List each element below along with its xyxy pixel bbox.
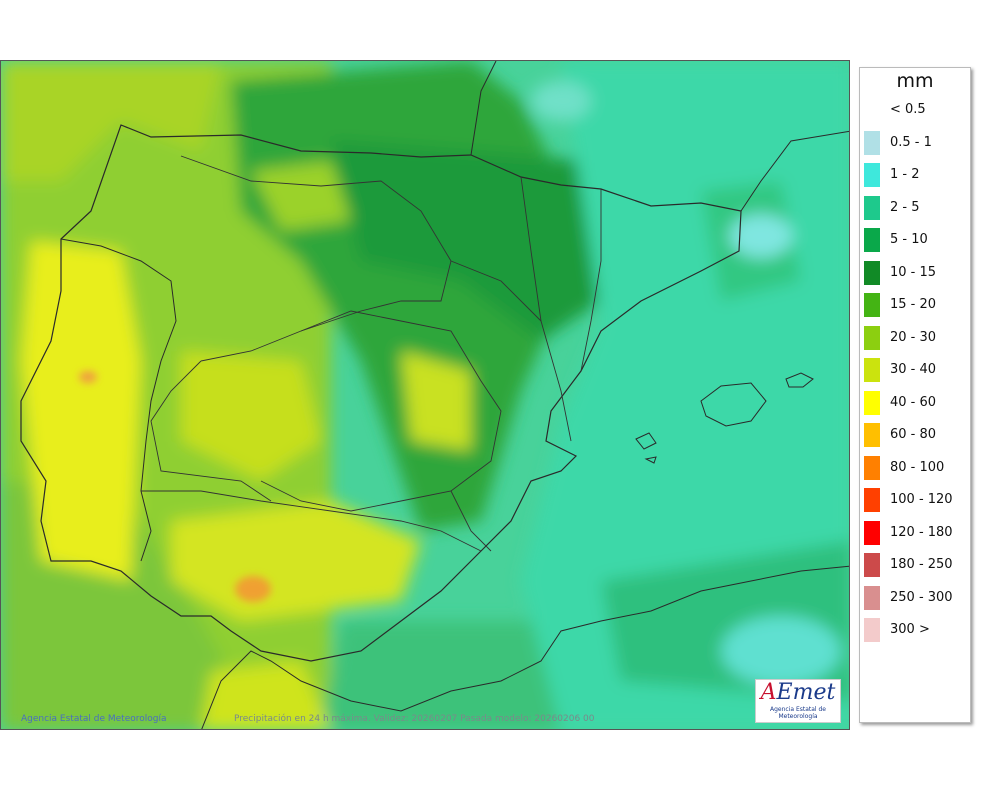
legend-label: 40 - 60: [890, 394, 937, 410]
france-border: [470, 61, 497, 156]
legend-label: 15 - 20: [890, 297, 937, 312]
legend-label: 80 - 100: [890, 459, 945, 475]
legend-label: < 0.5: [890, 102, 926, 117]
menorca: [785, 372, 814, 388]
legend-label: 20 - 30: [890, 329, 937, 345]
legend-item: 40 - 60: [864, 390, 968, 415]
precipitation-map: Agencia Estatal de Meteorología Precipit…: [0, 60, 850, 730]
aemet-logo-mark: AEmet: [760, 680, 836, 705]
precip-field: [1, 61, 849, 729]
legend-swatch: [864, 163, 880, 187]
legend-label: 0.5 - 1: [890, 134, 932, 150]
legend-swatch: [864, 260, 880, 285]
map-caption: Precipitación en 24 h máxima. Validez: 2…: [234, 714, 595, 724]
legend-swatch: [864, 98, 880, 122]
legend-item: 120 - 180: [864, 520, 968, 545]
legend-swatch: [864, 455, 880, 480]
legend-swatch: [864, 618, 880, 642]
legend-swatch: [864, 520, 880, 545]
legend-label: 250 - 300: [890, 589, 953, 605]
ibiza: [635, 432, 657, 450]
legend-label: 1 - 2: [890, 167, 920, 182]
portugal-border: [60, 238, 177, 562]
legend-swatch: [864, 585, 880, 610]
legend-item: 180 - 250: [864, 553, 968, 577]
legend-panel: mm < 0.5 0.5 - 1 1 - 2 2 - 5 5 - 10 10 - 15 15…: [859, 67, 971, 723]
formentera: [644, 456, 657, 464]
legend-label: 30 - 40: [890, 362, 937, 377]
legend-swatch: [864, 293, 880, 317]
legend-item: 10 - 15: [864, 260, 968, 285]
legend-swatch: [864, 325, 880, 350]
legend-swatch: [864, 195, 880, 220]
legend-item: 100 - 120: [864, 488, 968, 512]
legend-swatch: [864, 423, 880, 447]
mallorca: [700, 382, 767, 427]
legend-item: 80 - 100: [864, 455, 968, 480]
iberia-coastline: [20, 124, 742, 662]
legend-label: 2 - 5: [890, 199, 920, 215]
region-borders: [141, 155, 602, 552]
legend-item: 20 - 30: [864, 325, 968, 350]
legend-label: 300 >: [890, 622, 930, 637]
legend-swatch: [864, 553, 880, 577]
legend-item: 5 - 10: [864, 228, 968, 252]
intense-spots: [79, 371, 271, 602]
legend-swatch: [864, 130, 880, 155]
agency-credit: Agencia Estatal de Meteorología: [21, 714, 167, 724]
legend-item: 300 >: [864, 618, 968, 642]
legend-item: < 0.5: [864, 98, 968, 122]
legend-label: 180 - 250: [890, 557, 953, 572]
legend-item: 30 - 40: [864, 358, 968, 382]
legend-item: 15 - 20: [864, 293, 968, 317]
legend-label: 10 - 15: [890, 264, 937, 280]
legend-label: 100 - 120: [890, 492, 953, 507]
legend-label: 5 - 10: [890, 232, 928, 247]
legend-item: 0.5 - 1: [864, 130, 968, 155]
legend-swatch: [864, 488, 880, 512]
legend-swatch: [864, 390, 880, 415]
legend-unit: mm: [896, 70, 934, 92]
legend-label: 60 - 80: [890, 427, 937, 442]
legend-item: 60 - 80: [864, 423, 968, 447]
aemet-logo: AEmet Agencia Estatal de Meteorología: [755, 679, 841, 723]
legend-label: 120 - 180: [890, 524, 953, 540]
legend-swatch: [864, 228, 880, 252]
legend-item: 1 - 2: [864, 163, 968, 187]
france-coast: [740, 130, 849, 212]
legend-swatch: [864, 358, 880, 382]
legend-item: 250 - 300: [864, 585, 968, 610]
legend-item: 2 - 5: [864, 195, 968, 220]
africa-coast: [201, 565, 849, 729]
aemet-logo-subtitle: Agencia Estatal de Meteorología: [769, 706, 826, 720]
map-canvas: [1, 61, 849, 729]
